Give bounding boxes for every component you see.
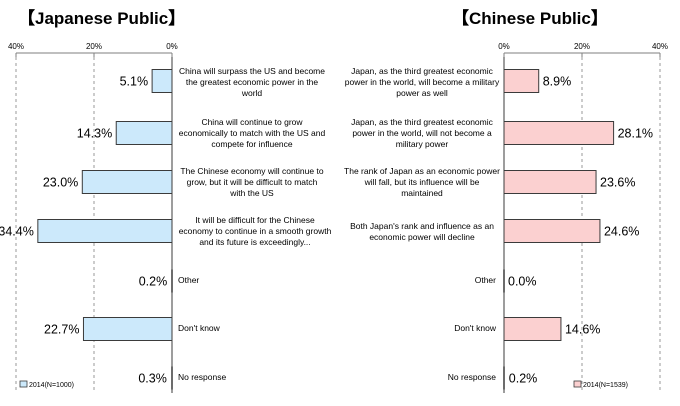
china-category-label: The rank of Japan as an economic power w… (344, 166, 500, 198)
china-data-label: 14.6% (565, 323, 600, 337)
china-tick-label: 0% (498, 42, 510, 51)
japan-bar (115, 121, 173, 145)
china-data-label: 0.2% (509, 372, 538, 386)
japan-tick-label: 20% (86, 42, 102, 51)
china-category-label: Other (474, 275, 496, 285)
china-data-label: 23.6% (600, 176, 635, 190)
japan-data-label: 14.3% (77, 127, 112, 141)
china-bar (503, 219, 601, 243)
china-category-label: No response (447, 372, 496, 382)
japan-data-label: 22.7% (44, 323, 79, 337)
china-data-label: 24.6% (604, 225, 639, 239)
china-category-label: Japan, as the third greatest economic po… (351, 117, 493, 149)
japan-category-label: China will continue to grow economically… (178, 117, 326, 149)
japan-data-label: 23.0% (43, 176, 78, 190)
japan-legend-label: 2014(N=1000) (29, 382, 74, 389)
china-data-label: 8.9% (543, 75, 572, 89)
china-legend-swatch (573, 380, 582, 388)
japan-data-label: 0.3% (138, 372, 167, 386)
china-data-label: 28.1% (618, 127, 653, 141)
china-category-label: Don't know (454, 323, 496, 333)
japan-bar (37, 219, 173, 243)
china-data-label: 0.0% (508, 275, 537, 289)
japan-category-label: China will surpass the US and become the… (179, 66, 325, 98)
japan-category-label: No response (178, 372, 227, 382)
japan-bar (81, 170, 173, 194)
china-legend-label: 2014(N=1539) (583, 382, 628, 389)
japan-tick-label: 40% (8, 42, 24, 51)
japan-tick-label: 0% (166, 42, 178, 51)
china-category-label: Both Japan's rank and influence as an ec… (350, 221, 494, 242)
japan-category-label: It will be difficult for the Chinese eco… (178, 215, 332, 247)
china-bar (503, 69, 540, 93)
japan-data-label: 5.1% (120, 75, 149, 89)
japan-data-label: 34.4% (0, 225, 34, 239)
china-tick-label: 40% (652, 42, 668, 51)
china-bar (503, 317, 562, 341)
japan-chart-title: 【Japanese Public】 (18, 9, 186, 28)
japan-bar (82, 317, 173, 341)
japan-category-label: Other (178, 275, 200, 285)
china-bar (503, 121, 615, 145)
japan-legend-swatch (19, 380, 28, 388)
china-tick-label: 20% (574, 42, 590, 51)
china-category-label: Japan, as the third greatest economic po… (344, 66, 500, 98)
japan-data-label: 0.2% (139, 275, 168, 289)
japan-bar (151, 69, 173, 93)
japan-category-label: The Chinese economy will continue to gro… (180, 166, 324, 198)
china-chart-title: 【Chinese Public】 (452, 9, 608, 28)
japan-category-label: Don't know (178, 323, 220, 333)
china-bar (503, 170, 597, 194)
